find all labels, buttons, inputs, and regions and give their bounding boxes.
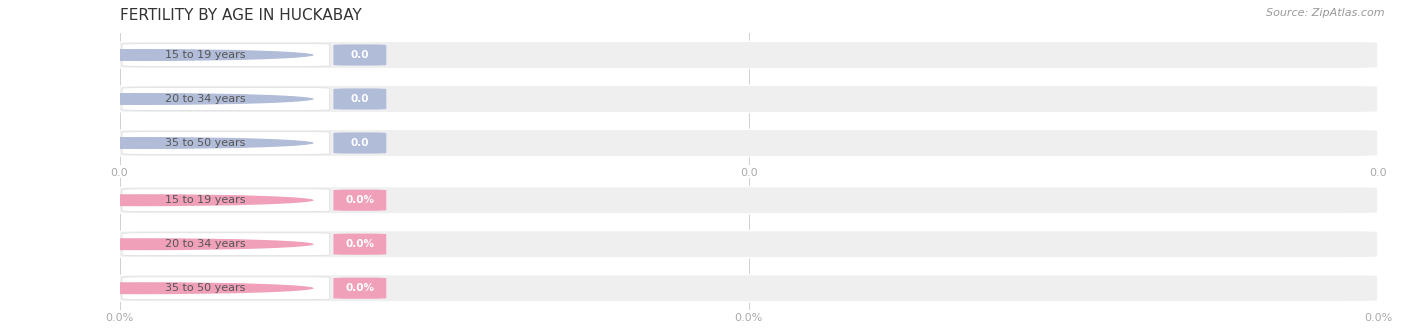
FancyBboxPatch shape — [122, 189, 329, 212]
Text: 0.0: 0.0 — [350, 138, 370, 148]
FancyBboxPatch shape — [333, 88, 387, 110]
Text: 15 to 19 years: 15 to 19 years — [165, 50, 245, 60]
Circle shape — [0, 93, 314, 105]
Text: 20 to 34 years: 20 to 34 years — [165, 239, 246, 249]
Text: 0.0%: 0.0% — [346, 283, 374, 293]
FancyBboxPatch shape — [122, 277, 329, 300]
FancyBboxPatch shape — [120, 275, 1378, 302]
Text: 0.0%: 0.0% — [346, 195, 374, 205]
FancyBboxPatch shape — [122, 87, 329, 111]
Circle shape — [0, 49, 314, 61]
Circle shape — [0, 194, 314, 206]
FancyBboxPatch shape — [120, 41, 1378, 69]
FancyBboxPatch shape — [120, 129, 1378, 157]
Text: 0.0: 0.0 — [350, 94, 370, 104]
Text: 35 to 50 years: 35 to 50 years — [165, 138, 245, 148]
FancyBboxPatch shape — [333, 45, 387, 66]
Text: 0.0%: 0.0% — [346, 239, 374, 249]
FancyBboxPatch shape — [122, 132, 329, 154]
FancyBboxPatch shape — [122, 233, 329, 256]
Text: 15 to 19 years: 15 to 19 years — [165, 195, 245, 205]
FancyBboxPatch shape — [333, 278, 387, 299]
FancyBboxPatch shape — [333, 132, 387, 153]
Text: 20 to 34 years: 20 to 34 years — [165, 94, 246, 104]
Circle shape — [0, 282, 314, 294]
FancyBboxPatch shape — [333, 190, 387, 211]
Text: 35 to 50 years: 35 to 50 years — [165, 283, 245, 293]
FancyBboxPatch shape — [122, 44, 329, 66]
Text: Source: ZipAtlas.com: Source: ZipAtlas.com — [1267, 8, 1385, 18]
FancyBboxPatch shape — [120, 231, 1378, 258]
FancyBboxPatch shape — [333, 234, 387, 255]
FancyBboxPatch shape — [120, 85, 1378, 113]
Circle shape — [0, 238, 314, 250]
Circle shape — [0, 137, 314, 149]
FancyBboxPatch shape — [120, 186, 1378, 214]
Text: 0.0: 0.0 — [350, 50, 370, 60]
Text: FERTILITY BY AGE IN HUCKABAY: FERTILITY BY AGE IN HUCKABAY — [120, 8, 361, 23]
